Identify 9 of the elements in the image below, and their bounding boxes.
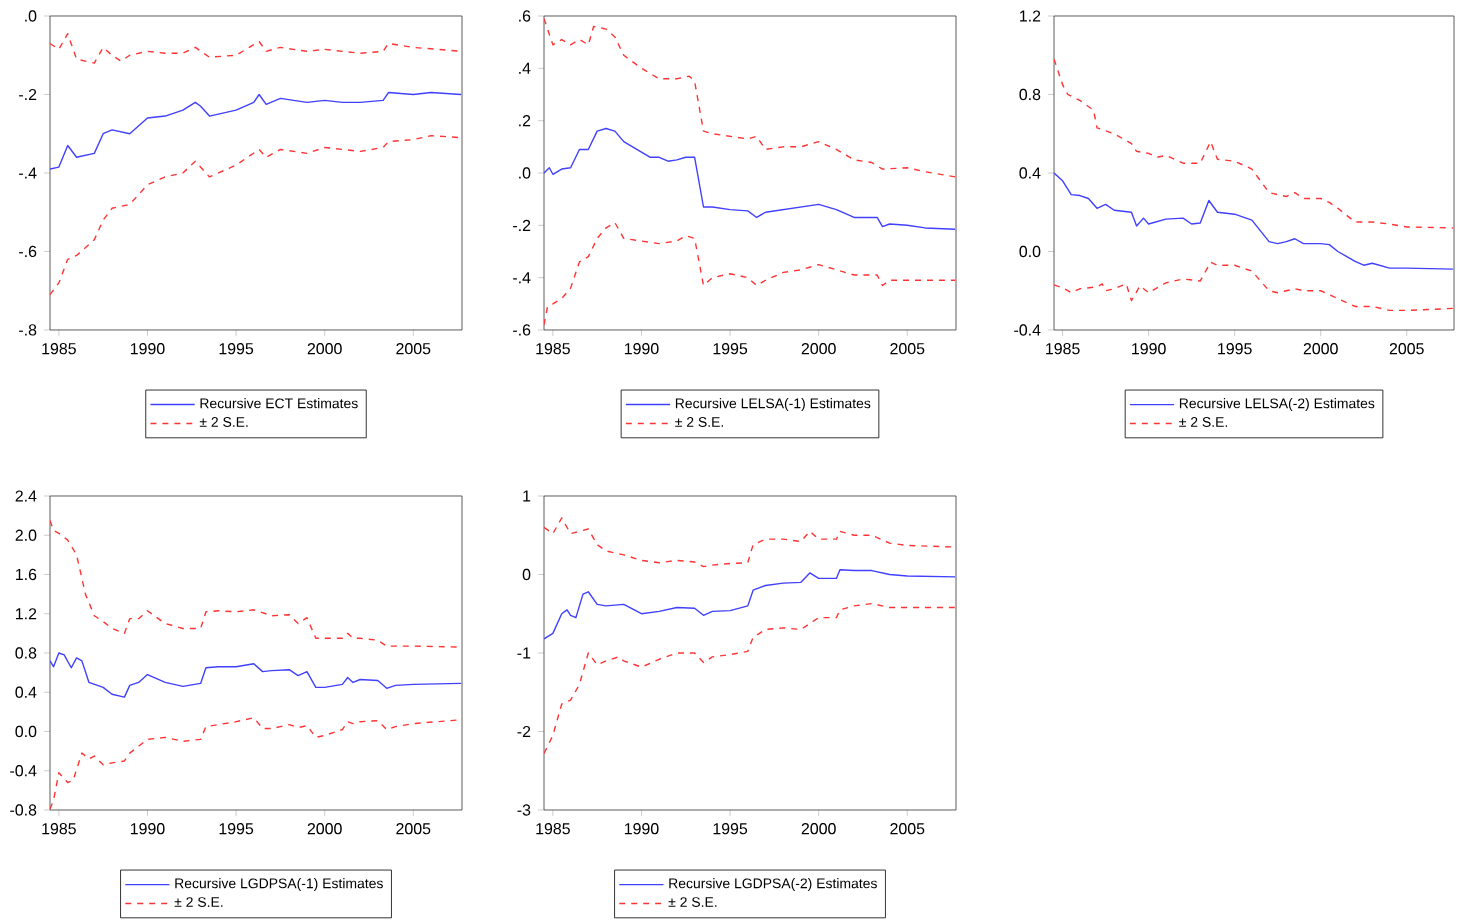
line-series bbox=[50, 135, 462, 296]
line-series bbox=[544, 569, 956, 640]
line-series bbox=[1054, 172, 1454, 270]
line-series bbox=[544, 517, 956, 568]
line-series bbox=[50, 652, 462, 698]
line-series bbox=[50, 91, 462, 170]
line-series bbox=[50, 32, 462, 64]
line-series bbox=[1054, 58, 1454, 229]
line-series bbox=[50, 717, 462, 810]
